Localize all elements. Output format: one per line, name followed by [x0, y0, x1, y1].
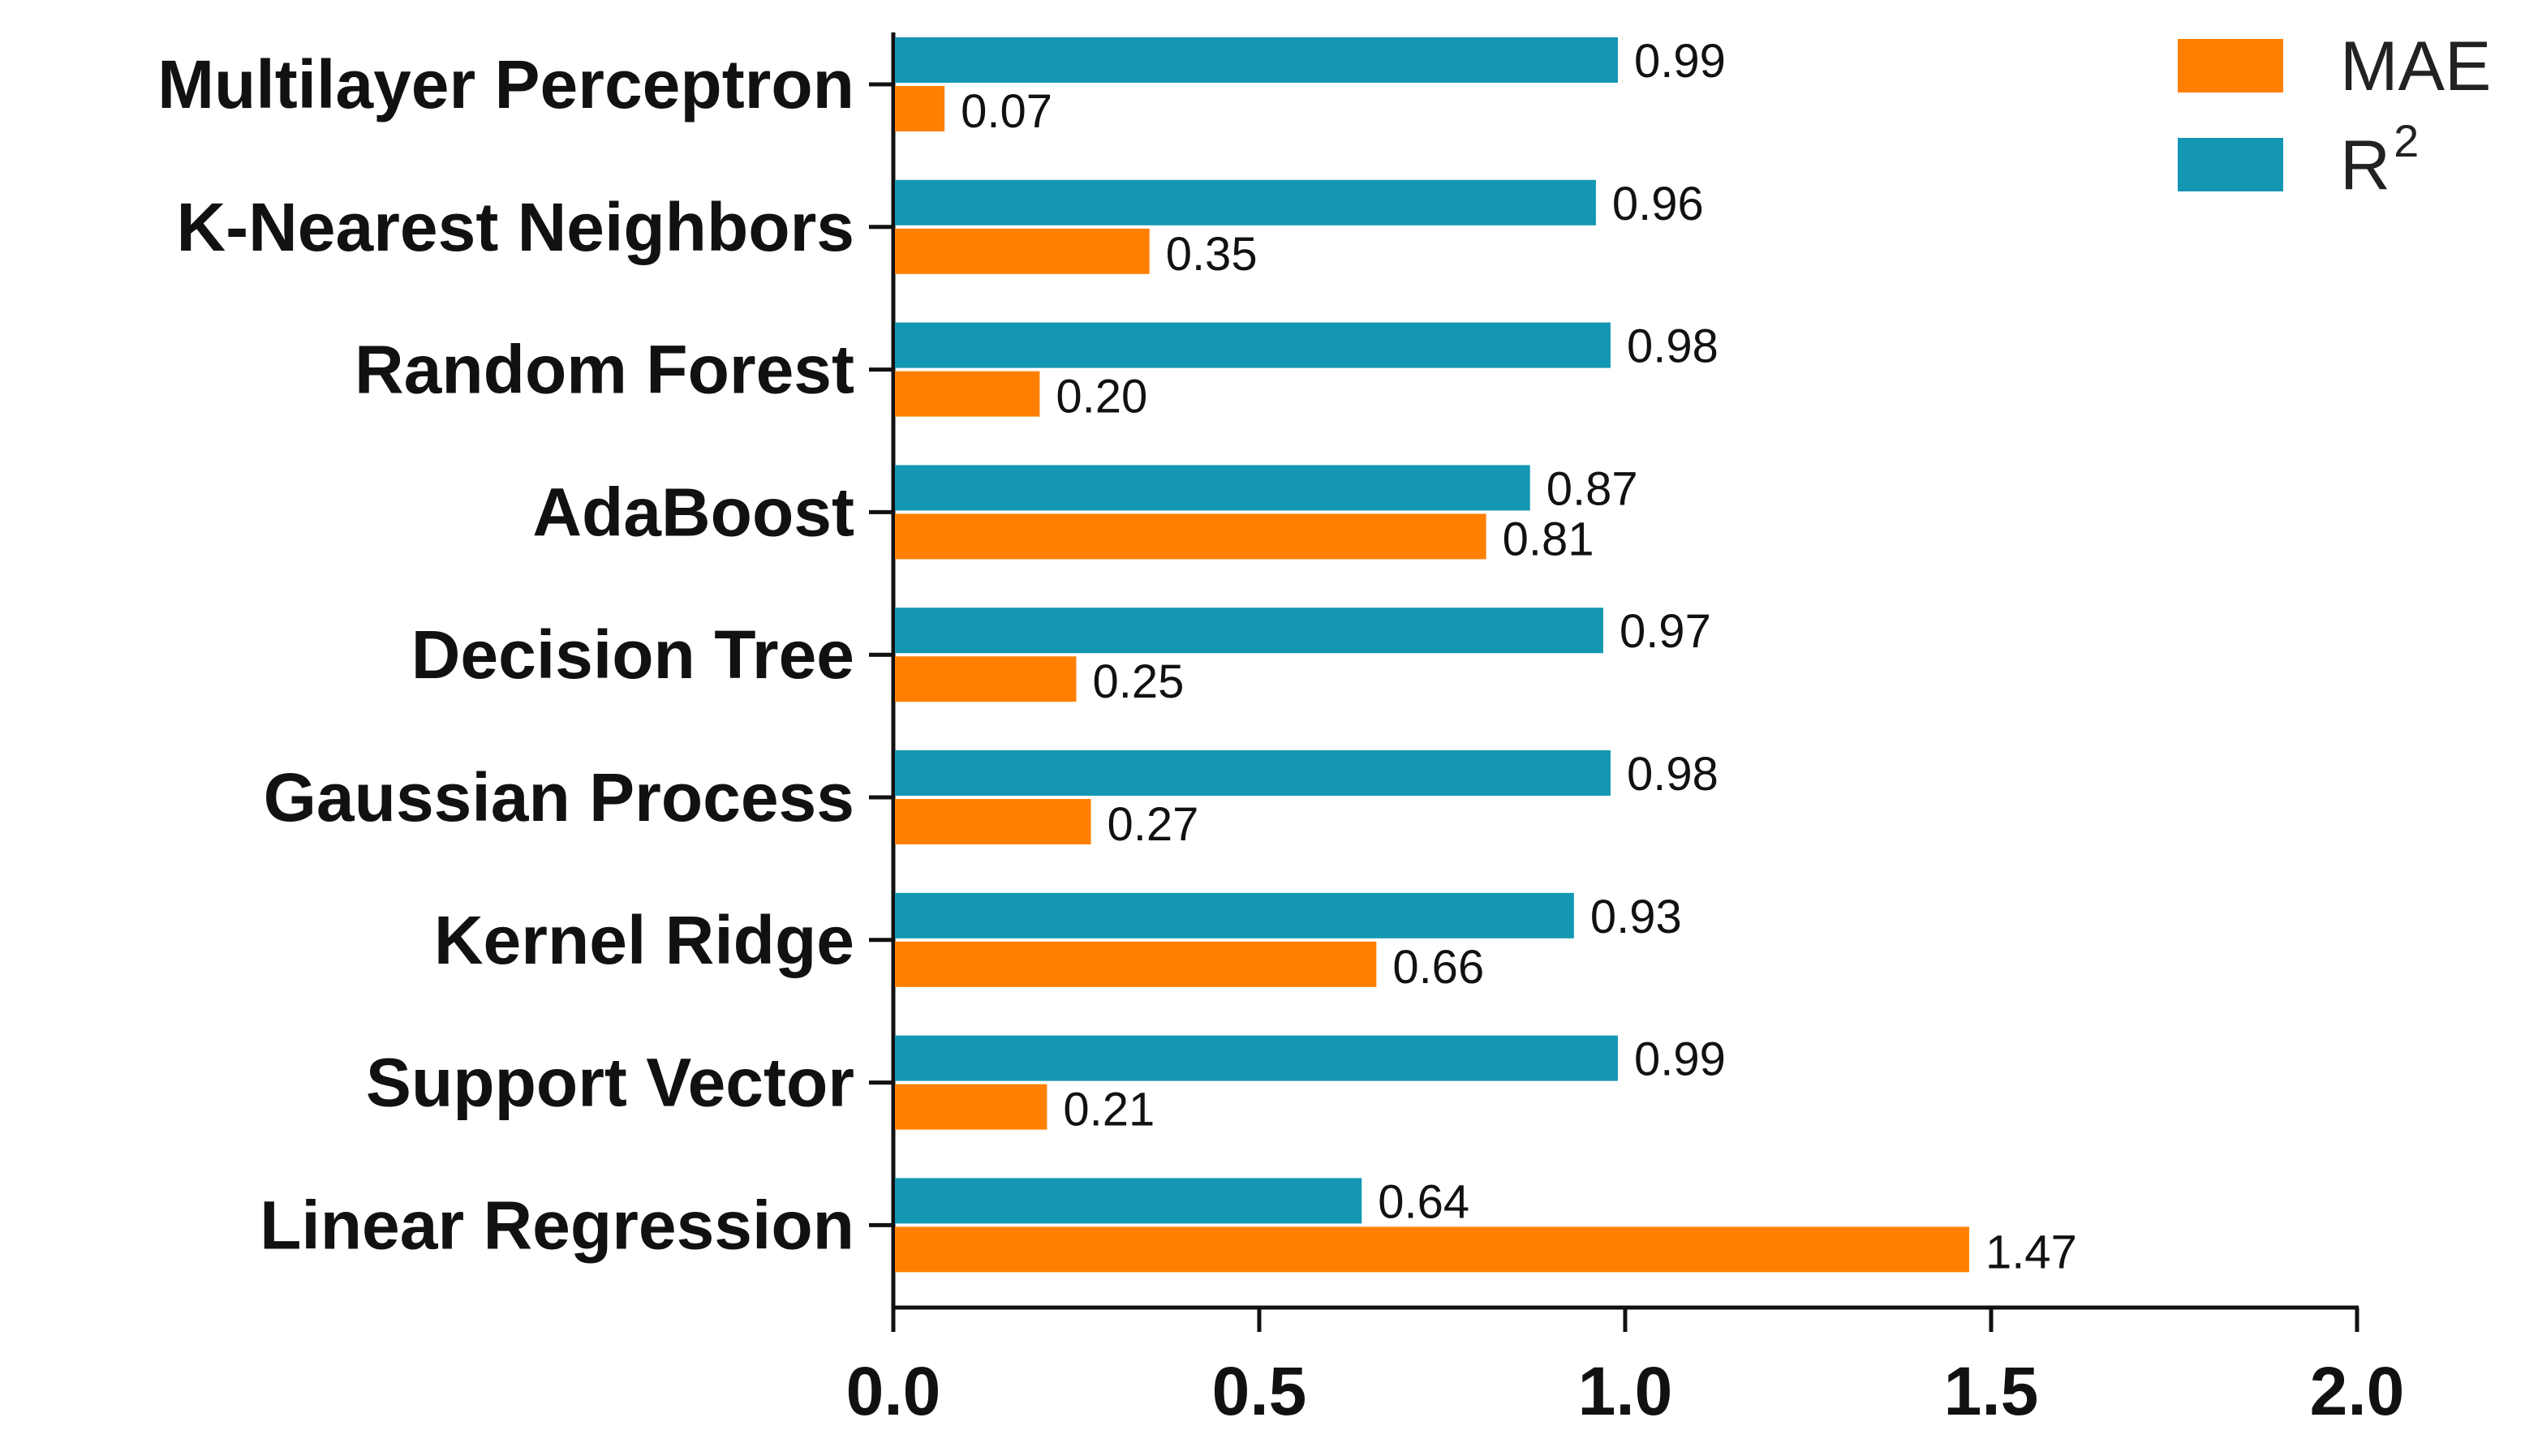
legend-swatch-r2: [2178, 138, 2283, 191]
r2-bar: [895, 1035, 1618, 1081]
bars: [895, 37, 1969, 1273]
r2-bar: [895, 322, 1611, 368]
r2-value-label: 0.87: [1546, 462, 1638, 515]
r2-bar: [895, 608, 1603, 654]
legend-label-r2: R2: [2340, 115, 2419, 204]
mae-value-label: 0.81: [1503, 513, 1594, 565]
mae-value-label: 0.35: [1166, 228, 1258, 281]
legend-swatch-mae: [2178, 39, 2283, 92]
x-tick-label: 1.0: [1578, 1353, 1673, 1429]
mae-bar: [895, 1226, 1969, 1273]
r2-value-label: 0.98: [1627, 320, 1718, 373]
mae-bar: [895, 513, 1486, 560]
mae-bar: [895, 941, 1377, 987]
r2-value-label: 0.96: [1612, 178, 1704, 230]
category-label: Multilayer Perceptron: [157, 46, 854, 122]
category-label: K-Nearest Neighbors: [176, 189, 854, 265]
category-label: Linear Regression: [260, 1187, 854, 1263]
r2-value-label: 0.98: [1627, 748, 1718, 801]
r2-value-label: 0.99: [1634, 1033, 1726, 1086]
mae-bar: [895, 1084, 1047, 1130]
r2-value-label: 0.64: [1378, 1175, 1469, 1228]
mae-value-label: 0.27: [1108, 798, 1199, 851]
x-tick-label: 0.5: [1212, 1353, 1307, 1429]
axes: [869, 32, 2359, 1332]
category-label: Random Forest: [355, 332, 854, 408]
r2-bar: [895, 1178, 1362, 1224]
r2-value-label: 0.93: [1590, 891, 1682, 943]
mae-value-label: 0.07: [961, 85, 1052, 138]
category-label: Decision Tree: [411, 616, 854, 693]
legend: MAE R2: [2178, 28, 2491, 204]
x-tick-label: 2.0: [2310, 1353, 2405, 1429]
mae-bar: [895, 371, 1040, 417]
mae-bar: [895, 656, 1077, 702]
mae-value-label: 1.47: [1985, 1226, 2077, 1278]
x-tick-label: 1.5: [1944, 1353, 2039, 1429]
mae-bar: [895, 86, 945, 131]
r2-bar: [895, 892, 1574, 938]
mae-value-label: 0.21: [1063, 1084, 1155, 1136]
category-label: Support Vector: [366, 1045, 854, 1121]
r2-value-label: 0.97: [1620, 605, 1711, 658]
labels: 0.0 0.5 1.0 1.5 2.0 Multilayer Perceptron 0.99…: [157, 35, 2404, 1429]
mae-bar: [895, 799, 1091, 844]
category-label: Kernel Ridge: [434, 902, 854, 978]
category-label: Gaussian Process: [264, 759, 854, 835]
r2-bar: [895, 750, 1611, 796]
category-label: AdaBoost: [532, 474, 854, 550]
r2-value-label: 0.99: [1634, 35, 1726, 88]
x-tick-label: 0.0: [846, 1353, 941, 1429]
r2-bar: [895, 37, 1618, 83]
legend-label-mae: MAE: [2340, 28, 2491, 105]
mae-value-label: 0.25: [1093, 655, 1185, 708]
mae-value-label: 0.66: [1392, 941, 1484, 994]
r2-bar: [895, 465, 1530, 511]
mae-value-label: 0.20: [1056, 371, 1147, 423]
r2-bar: [895, 179, 1596, 225]
mae-bar: [895, 228, 1150, 274]
